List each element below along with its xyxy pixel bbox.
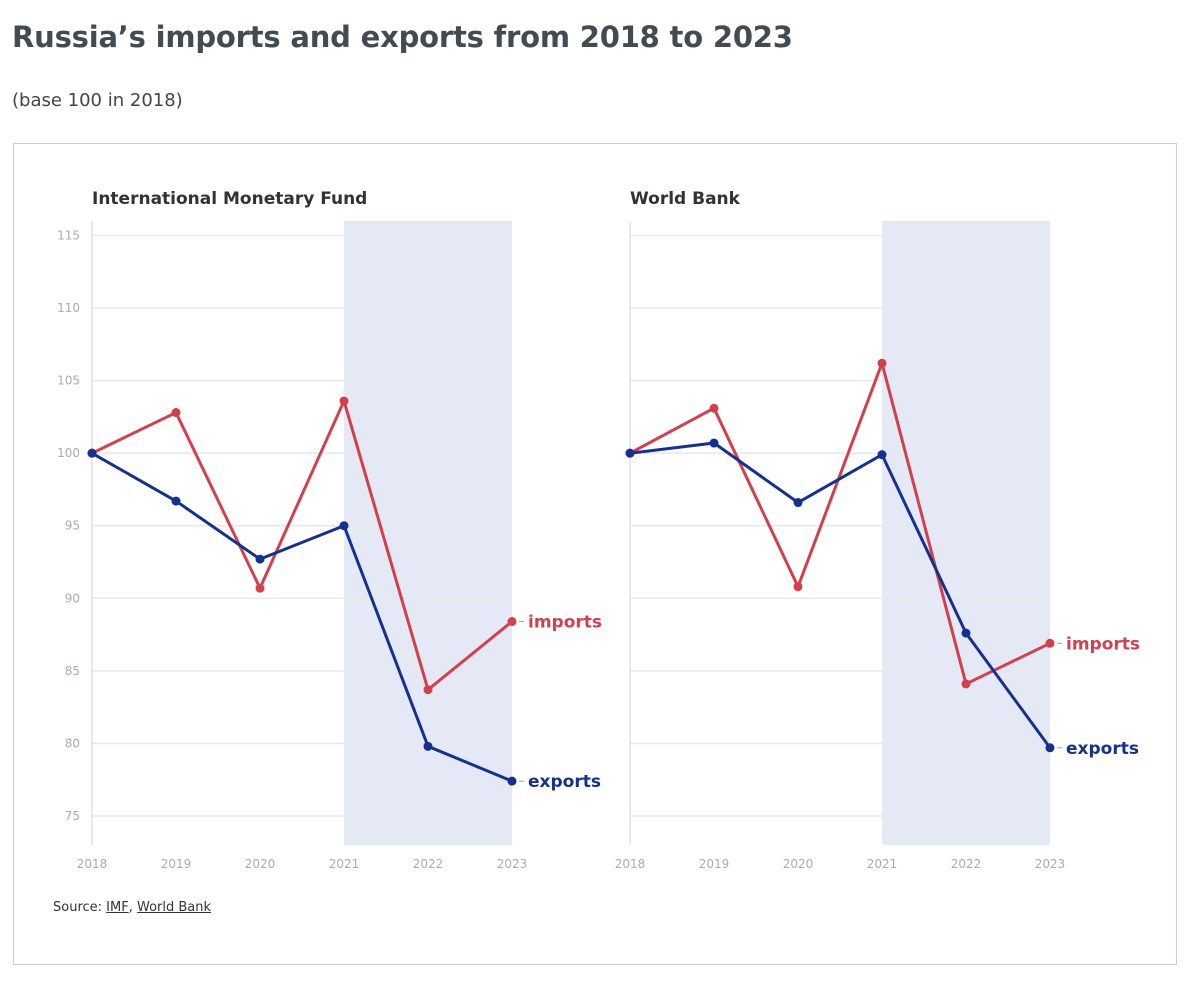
imf-exports-line [90, 451, 514, 783]
imf-imports-point-2021 [339, 396, 349, 406]
imf-imports-point-2022 [423, 685, 433, 695]
imf-exports-point-2022 [423, 741, 433, 751]
imf-x-tick-label: 2023 [497, 857, 528, 871]
imf-shaded-period [344, 221, 512, 845]
world-bank-exports-point-2018 [625, 448, 635, 458]
imf-y-tick-label: 85 [65, 664, 80, 678]
world-bank-x-tick-label: 2020 [783, 857, 814, 871]
world-bank-exports-point-2022 [961, 628, 971, 638]
world-bank-imports-point-2022 [961, 679, 971, 689]
world-bank-x-tick-label: 2018 [615, 857, 646, 871]
world-bank-imports-point-2020 [793, 582, 803, 592]
imf-y-tick-label: 105 [57, 374, 80, 388]
world-bank-imports-line [628, 361, 1052, 686]
world-bank-imports-end-label: imports [1066, 634, 1140, 654]
world-bank-x-tick-label: 2021 [867, 857, 898, 871]
world-bank-exports-line [628, 441, 1052, 750]
world-bank-imports-point-2019 [709, 403, 719, 413]
world-bank-exports-point-2021 [877, 450, 887, 460]
imf-imports-point-2019 [171, 408, 181, 418]
imf-imports-end-label: imports [528, 613, 602, 633]
world-bank-imports-point-2023 [1045, 638, 1055, 648]
imf-y-tick-label: 115 [57, 229, 80, 243]
page-title: Russia’s imports and exports from 2018 t… [12, 20, 793, 54]
imf-x-tick-label: 2018 [77, 857, 108, 871]
source-note: Source: IMF, World Bank [53, 900, 211, 915]
imf-y-tick-label: 110 [57, 301, 80, 315]
imf-y-tick-label: 75 [65, 809, 80, 823]
world-bank-x-tick-label: 2022 [951, 857, 982, 871]
world-bank-exports-point-2023 [1045, 743, 1055, 753]
chart-frame [13, 143, 1177, 965]
imf-exports-point-2023 [507, 776, 517, 786]
world-bank-x-tick-label: 2019 [699, 857, 730, 871]
imf-imports-line [90, 399, 514, 692]
imf-exports-point-2019 [171, 496, 181, 506]
source-link-world-bank[interactable]: World Bank [136, 900, 212, 915]
imf-exports-point-2020 [255, 554, 265, 564]
world-bank-exports-end-label: exports [1066, 739, 1139, 759]
imf-x-tick-label: 2019 [161, 857, 192, 871]
page-subtitle: (base 100 in 2018) [12, 90, 183, 111]
world-bank-exports-point-2019 [709, 438, 719, 448]
imf-imports-point-2023 [507, 617, 517, 627]
imf-y-tick-label: 100 [57, 446, 80, 460]
imf-y-tick-label: 95 [65, 519, 80, 533]
world-bank-exports-point-2020 [793, 498, 803, 508]
imf-y-tick-label: 90 [65, 591, 80, 605]
imf-exports-point-2018 [87, 448, 97, 458]
imf-x-tick-label: 2021 [329, 857, 360, 871]
imf-x-tick-label: 2022 [413, 857, 444, 871]
source-separator: , [128, 900, 133, 915]
world-bank-imports-point-2021 [877, 358, 887, 368]
world-bank-x-tick-label: 2023 [1035, 857, 1066, 871]
source-prefix: Source: [53, 900, 103, 915]
imf-imports-point-2020 [255, 583, 265, 593]
imf-exports-point-2021 [339, 521, 349, 531]
imf-exports-end-label: exports [528, 772, 601, 792]
world-bank-shaded-period [882, 221, 1050, 845]
imf-panel-title: International Monetary Fund [92, 189, 367, 209]
imf-x-tick-label: 2020 [245, 857, 276, 871]
imf-y-tick-label: 80 [65, 736, 80, 750]
source-link-imf[interactable]: IMF [106, 900, 129, 915]
world-bank-panel-title: World Bank [630, 189, 741, 209]
